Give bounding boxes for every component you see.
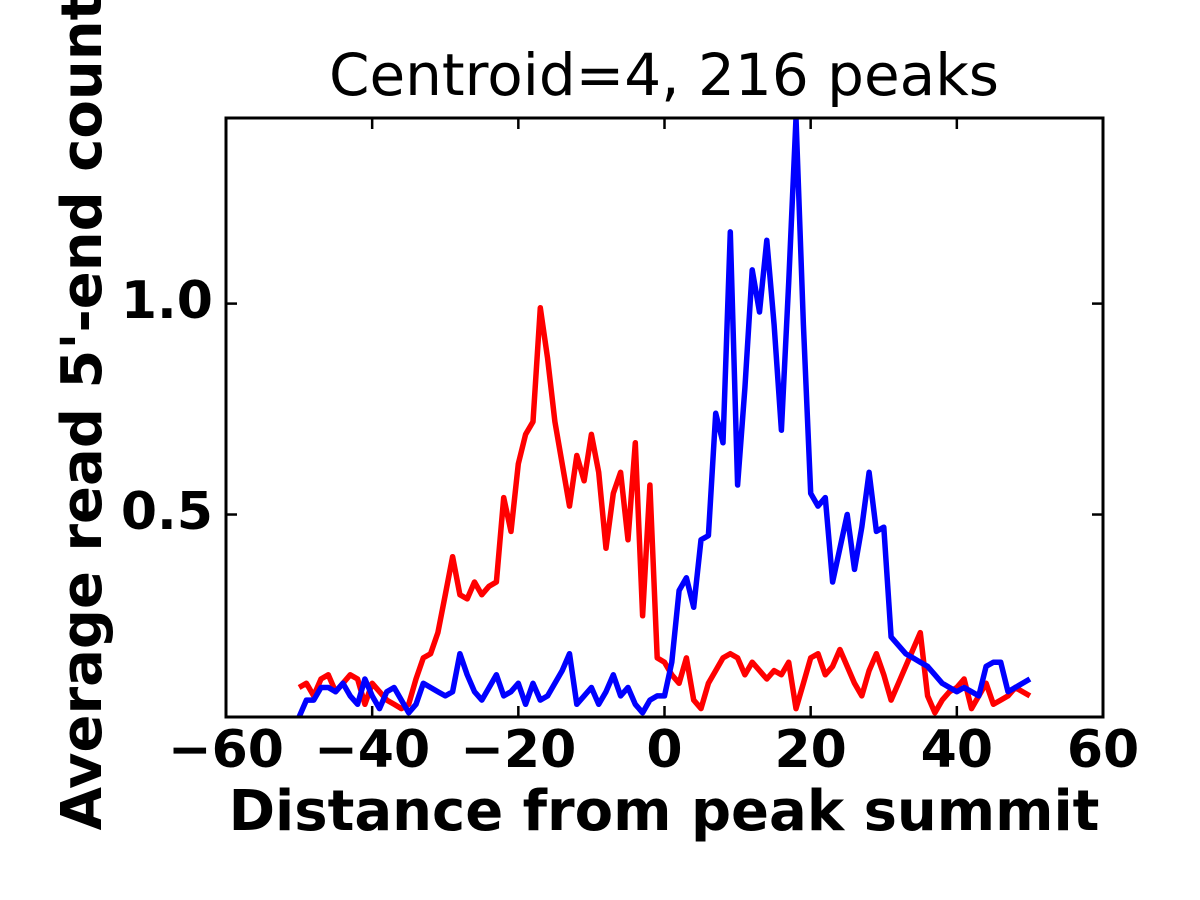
series-blue-line [296,118,1032,717]
y-tick-label: 1.0 [120,270,213,331]
x-tick-label: −60 [168,720,284,780]
y-axis-label: Average read 5'-end count [50,0,116,831]
chart-title: Centroid=4, 216 peaks [328,41,1000,109]
x-axis-label: Distance from peak summit [228,779,1100,844]
x-tick-label: −40 [314,720,431,780]
x-tick-label: 40 [920,720,994,780]
series-red-line [297,305,1032,716]
x-tick-label: 60 [1066,720,1140,780]
x-tick-label: 0 [646,720,683,780]
x-tick-label: 20 [774,720,847,780]
x-tick-label: −20 [460,720,577,780]
plot-border [224,116,1105,719]
y-tick-label: 0.5 [120,481,213,542]
